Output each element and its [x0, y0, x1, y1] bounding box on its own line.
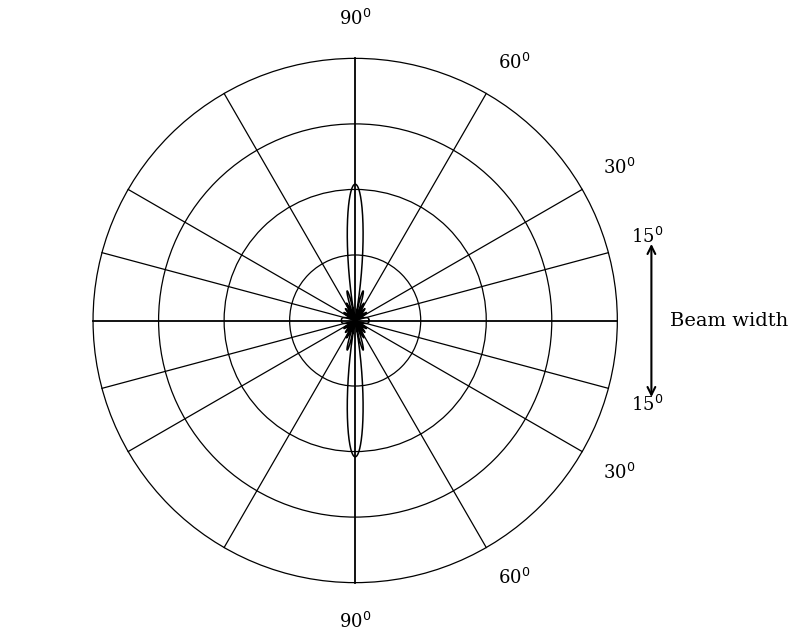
Text: 30$^0$: 30$^0$ — [602, 463, 635, 483]
Text: 90$^0$: 90$^0$ — [339, 9, 371, 29]
Text: 90$^0$: 90$^0$ — [339, 612, 371, 632]
Text: 60$^0$: 60$^0$ — [498, 53, 530, 73]
Text: Beam width: Beam width — [670, 312, 788, 329]
Text: 15$^0$: 15$^0$ — [631, 394, 663, 415]
Text: 60$^0$: 60$^0$ — [498, 568, 530, 588]
Text: 30$^0$: 30$^0$ — [602, 158, 635, 178]
Text: 15$^0$: 15$^0$ — [631, 226, 663, 247]
